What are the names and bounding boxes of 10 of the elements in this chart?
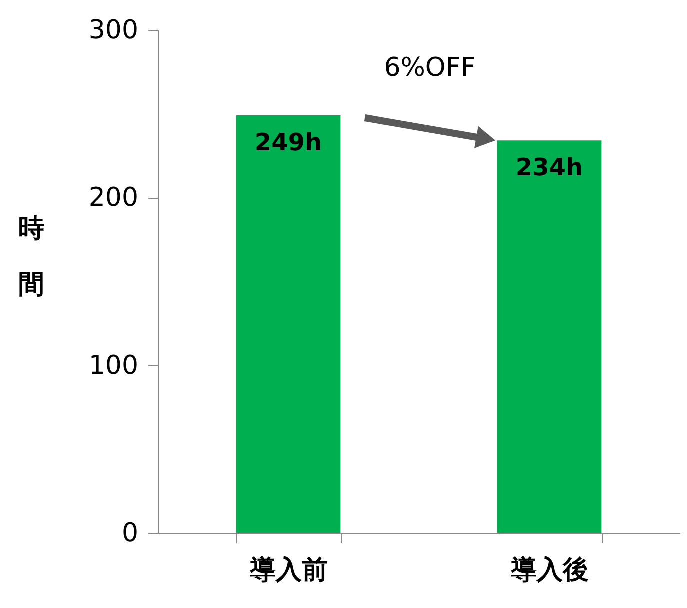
y-tick-label: 300 xyxy=(88,16,138,46)
y-axis-title: 時間 xyxy=(18,214,44,300)
y-tick-label: 200 xyxy=(88,183,138,214)
x-tick-label: 導入後 xyxy=(510,556,589,586)
x-tick-label: 導入前 xyxy=(249,556,328,586)
y-tick-label: 100 xyxy=(88,350,138,381)
data-label: 234h xyxy=(516,154,584,182)
annotation: 6%OFF xyxy=(384,53,476,83)
y-tick-label: 0 xyxy=(122,518,138,548)
data-label: 249h xyxy=(254,128,322,157)
